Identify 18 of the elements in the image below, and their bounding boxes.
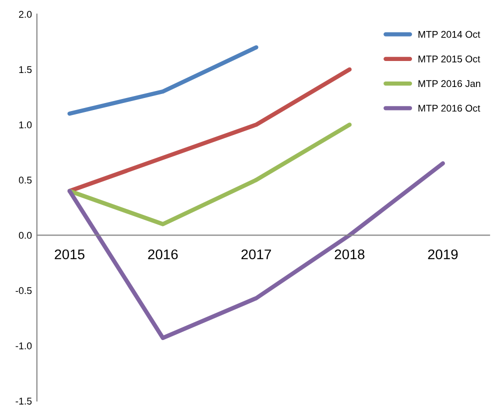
legend-label: MTP 2016 Jan [418, 80, 480, 88]
y-tick-label: -0.5 [16, 287, 32, 294]
y-tick-label: 0.5 [18, 176, 32, 184]
x-tick-label: 2018 [334, 249, 364, 260]
y-tick-label: -1.0 [16, 342, 32, 350]
line-series [67, 67, 352, 194]
x-tick-label: 2016 [148, 249, 178, 260]
x-tick-label: 2015 [54, 249, 84, 260]
y-tick-label: 1.5 [19, 66, 32, 74]
legend-label: MTP 2016 Oct [418, 104, 480, 112]
legend-label: MTP 2014 Oct [418, 30, 480, 38]
y-tick-label: 1.0 [19, 121, 32, 128]
legend-label: MTP 2015 Oct [418, 56, 480, 62]
x-tick-label: 2017 [241, 249, 271, 260]
y-tick-label: -1.5 [16, 398, 32, 405]
x-tick-label: 2019 [428, 249, 458, 260]
y-tick-label: 2.0 [19, 10, 32, 18]
y-tick-label: 0.0 [18, 232, 32, 239]
